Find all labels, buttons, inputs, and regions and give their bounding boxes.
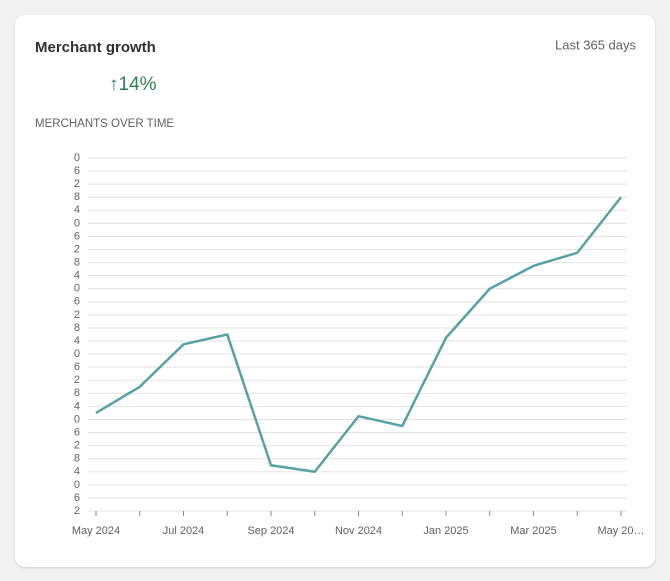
y-tick-label: 4 xyxy=(74,335,80,347)
x-tick-label: Jul 2024 xyxy=(163,525,205,537)
x-tick-label: Sep 2024 xyxy=(247,525,294,537)
y-tick-label: 8 xyxy=(74,453,80,465)
x-tick-label: Nov 2024 xyxy=(335,525,382,537)
y-tick-label: 0 xyxy=(74,479,80,491)
y-tick-label: 6 xyxy=(74,492,80,504)
y-tick-label: 6 xyxy=(74,426,80,438)
y-tick-label: 2 xyxy=(74,440,80,452)
x-tick-label: Mar 2025 xyxy=(510,525,556,537)
y-tick-label: 2 xyxy=(74,243,80,255)
line xyxy=(95,196,622,474)
y-tick-label: 4 xyxy=(74,270,80,282)
y-tick-label: 0 xyxy=(74,152,80,164)
y-tick-label: 4 xyxy=(74,204,80,216)
y-tick-label: 6 xyxy=(74,296,80,308)
x-tick-label: May 2024 xyxy=(72,525,120,537)
y-tick-label: 8 xyxy=(74,191,80,203)
period[interactable]: Last 365 days xyxy=(555,37,636,52)
y-tick-label: 4 xyxy=(74,400,80,412)
y-tick-label: 0 xyxy=(74,413,80,425)
y-tick-label: 2 xyxy=(74,374,80,386)
card-title: Merchant growth xyxy=(35,39,156,56)
y-tick-label: 6 xyxy=(74,361,80,373)
y-tick-label: 6 xyxy=(74,230,80,242)
y-tick-label: 8 xyxy=(74,322,80,334)
y-tick-label: 4 xyxy=(74,466,80,478)
chart-title: MERCHANTS OVER TIME xyxy=(35,118,174,130)
x-tick-label: Jan 2025 xyxy=(423,525,468,537)
y-tick-label: 8 xyxy=(74,387,80,399)
y-tick-label: 0 xyxy=(74,217,80,229)
x-tick-label: May 20… xyxy=(597,525,644,537)
y-tick-label: 0 xyxy=(74,283,80,295)
y-tick-label: 6 xyxy=(74,165,80,177)
y-tick-label: 2 xyxy=(74,505,80,517)
y-tick-label: 0 xyxy=(74,348,80,360)
y-tick-label: 2 xyxy=(74,309,80,321)
y-tick-label: 8 xyxy=(74,256,80,268)
y-tick-label: 2 xyxy=(74,178,80,190)
card xyxy=(15,15,655,567)
change: ↑14% xyxy=(109,74,157,95)
